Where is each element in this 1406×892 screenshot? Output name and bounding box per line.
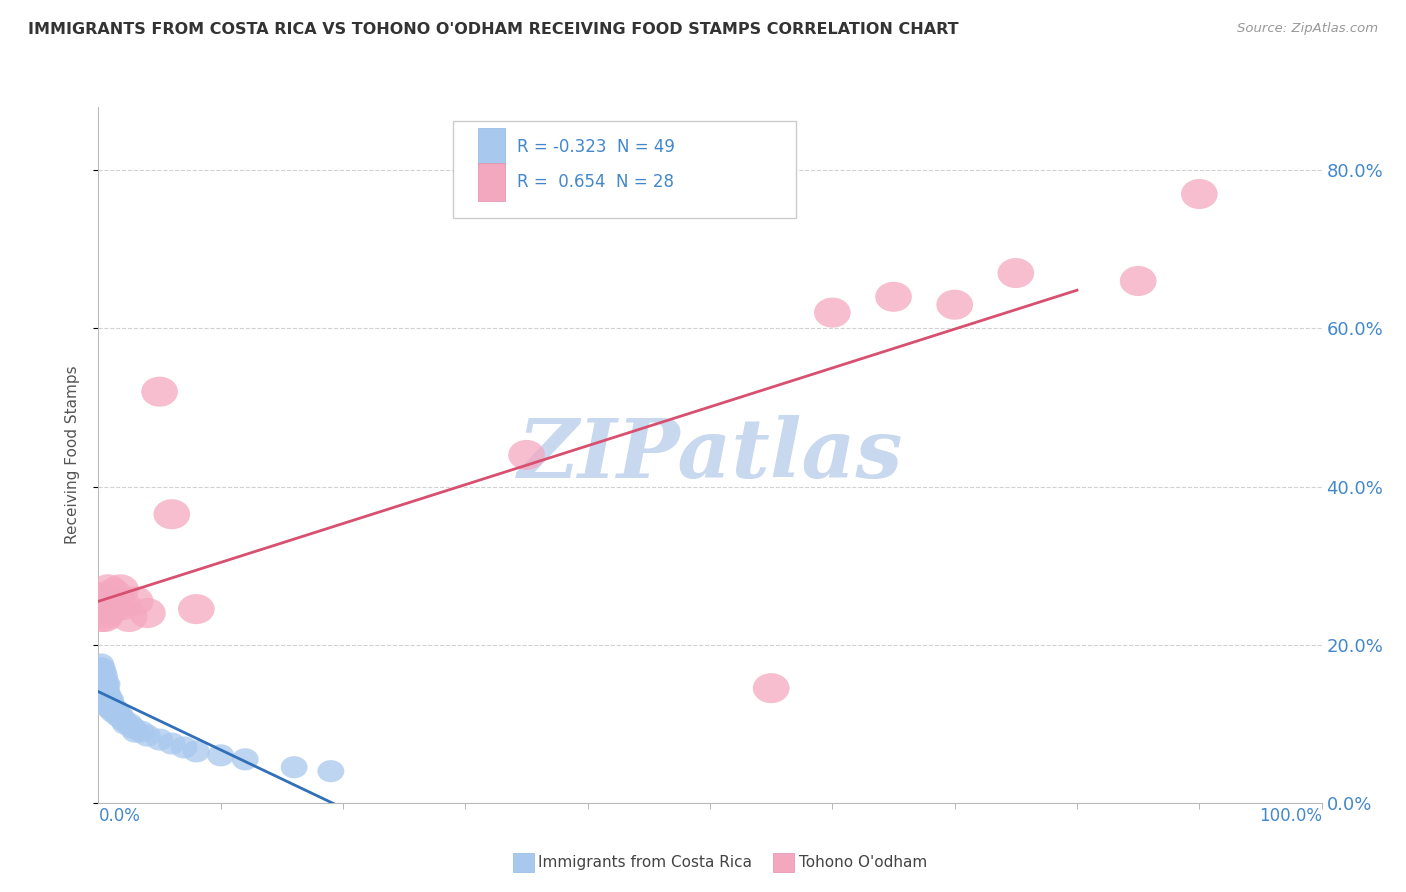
- FancyBboxPatch shape: [478, 163, 505, 202]
- Ellipse shape: [91, 689, 118, 711]
- Ellipse shape: [814, 298, 851, 327]
- Ellipse shape: [1119, 266, 1157, 296]
- Y-axis label: Receiving Food Stamps: Receiving Food Stamps: [65, 366, 80, 544]
- Ellipse shape: [103, 701, 131, 723]
- Ellipse shape: [146, 729, 173, 751]
- Ellipse shape: [94, 689, 121, 711]
- Ellipse shape: [104, 705, 131, 727]
- Ellipse shape: [84, 591, 122, 620]
- Ellipse shape: [159, 732, 186, 755]
- Ellipse shape: [93, 689, 120, 711]
- Ellipse shape: [107, 705, 134, 727]
- Ellipse shape: [1181, 179, 1218, 209]
- Ellipse shape: [875, 282, 912, 312]
- Ellipse shape: [153, 500, 190, 529]
- FancyBboxPatch shape: [478, 128, 505, 167]
- Ellipse shape: [90, 681, 117, 703]
- Ellipse shape: [281, 756, 308, 779]
- Ellipse shape: [112, 713, 139, 735]
- Text: 0.0%: 0.0%: [98, 807, 141, 825]
- Ellipse shape: [183, 740, 209, 763]
- Ellipse shape: [89, 586, 125, 616]
- Ellipse shape: [91, 665, 118, 688]
- Text: ZIPatlas: ZIPatlas: [517, 415, 903, 495]
- Ellipse shape: [97, 689, 124, 711]
- Ellipse shape: [97, 697, 124, 719]
- Ellipse shape: [111, 602, 148, 632]
- Ellipse shape: [93, 594, 129, 624]
- Ellipse shape: [94, 578, 131, 608]
- Ellipse shape: [86, 586, 122, 616]
- Ellipse shape: [110, 709, 136, 731]
- Ellipse shape: [87, 669, 114, 691]
- Ellipse shape: [997, 258, 1035, 288]
- Ellipse shape: [128, 721, 155, 743]
- Text: Tohono O'odham: Tohono O'odham: [799, 855, 927, 870]
- Text: R = -0.323  N = 49: R = -0.323 N = 49: [517, 138, 675, 156]
- Ellipse shape: [122, 721, 149, 743]
- Ellipse shape: [232, 748, 259, 771]
- Ellipse shape: [104, 591, 141, 620]
- Ellipse shape: [91, 673, 118, 695]
- Ellipse shape: [93, 673, 120, 695]
- Ellipse shape: [93, 681, 120, 703]
- Ellipse shape: [90, 574, 127, 605]
- Ellipse shape: [103, 574, 139, 605]
- Ellipse shape: [89, 677, 115, 699]
- Ellipse shape: [90, 661, 117, 683]
- Ellipse shape: [90, 673, 117, 695]
- Text: Source: ZipAtlas.com: Source: ZipAtlas.com: [1237, 22, 1378, 36]
- Text: 100.0%: 100.0%: [1258, 807, 1322, 825]
- Ellipse shape: [752, 673, 790, 703]
- FancyBboxPatch shape: [453, 121, 796, 219]
- Ellipse shape: [86, 657, 112, 680]
- Ellipse shape: [207, 744, 235, 766]
- Text: Immigrants from Costa Rica: Immigrants from Costa Rica: [538, 855, 752, 870]
- Ellipse shape: [96, 697, 122, 719]
- Ellipse shape: [134, 724, 160, 747]
- Ellipse shape: [101, 697, 128, 719]
- Ellipse shape: [86, 669, 112, 691]
- Ellipse shape: [318, 760, 344, 782]
- Ellipse shape: [100, 701, 127, 723]
- Ellipse shape: [82, 594, 118, 624]
- Ellipse shape: [86, 602, 122, 632]
- Ellipse shape: [170, 737, 197, 758]
- Ellipse shape: [94, 693, 122, 715]
- Ellipse shape: [94, 685, 122, 707]
- Ellipse shape: [94, 681, 121, 703]
- Ellipse shape: [90, 669, 117, 691]
- Ellipse shape: [120, 716, 146, 739]
- Ellipse shape: [117, 586, 153, 616]
- Ellipse shape: [89, 665, 115, 688]
- Ellipse shape: [91, 681, 118, 703]
- Ellipse shape: [508, 440, 546, 470]
- Ellipse shape: [84, 602, 121, 632]
- Ellipse shape: [129, 598, 166, 628]
- Text: R =  0.654  N = 28: R = 0.654 N = 28: [517, 173, 673, 191]
- Ellipse shape: [141, 376, 179, 407]
- Ellipse shape: [89, 669, 115, 691]
- Ellipse shape: [83, 582, 120, 612]
- Ellipse shape: [96, 689, 122, 711]
- Ellipse shape: [115, 713, 142, 735]
- Ellipse shape: [94, 673, 121, 695]
- Ellipse shape: [98, 586, 135, 616]
- Ellipse shape: [87, 653, 114, 675]
- Ellipse shape: [87, 598, 124, 628]
- Text: IMMIGRANTS FROM COSTA RICA VS TOHONO O'ODHAM RECEIVING FOOD STAMPS CORRELATION C: IMMIGRANTS FROM COSTA RICA VS TOHONO O'O…: [28, 22, 959, 37]
- Ellipse shape: [179, 594, 215, 624]
- Ellipse shape: [89, 657, 115, 680]
- Ellipse shape: [936, 290, 973, 319]
- Ellipse shape: [87, 661, 114, 683]
